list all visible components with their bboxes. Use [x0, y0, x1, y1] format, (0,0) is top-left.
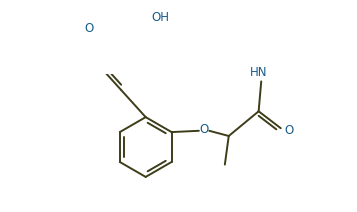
Text: HN: HN: [250, 66, 267, 79]
Text: O: O: [200, 123, 209, 136]
Text: O: O: [84, 22, 93, 35]
Text: O: O: [284, 124, 293, 137]
Text: OH: OH: [151, 11, 169, 24]
